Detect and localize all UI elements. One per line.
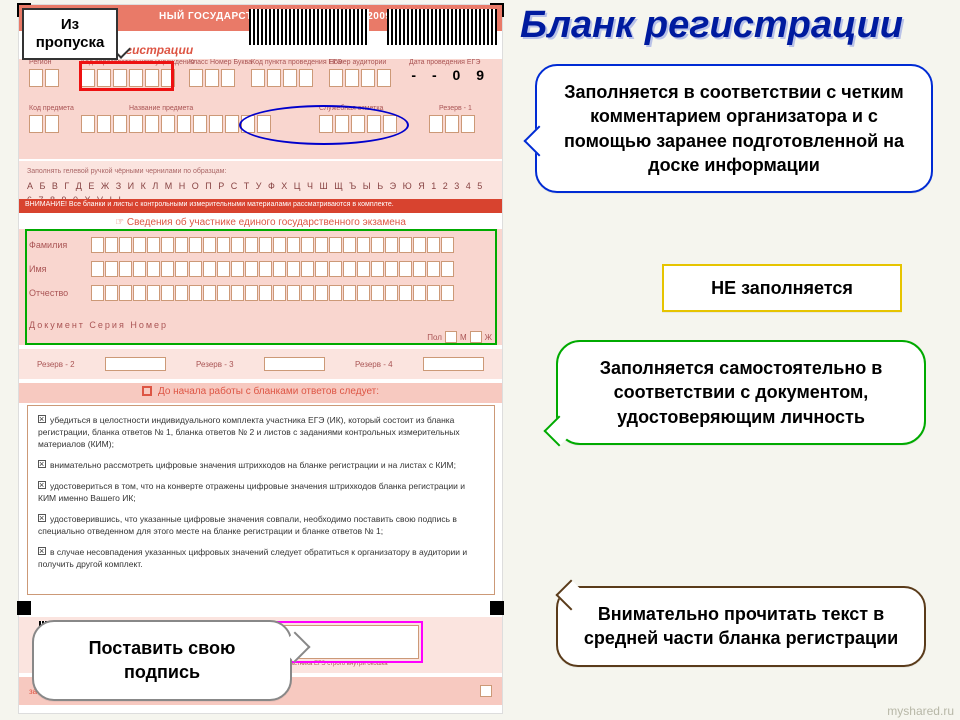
lbl-resv1: Резерв - 1 — [439, 105, 472, 112]
reserve-row: Резерв - 2 Резерв - 3 Резерв - 4 — [19, 349, 502, 379]
highlight-not-filled — [239, 105, 409, 145]
barcode-2 — [387, 9, 497, 45]
callout-self-fill: Заполняется самостоятельно в соответстви… — [556, 340, 926, 445]
mid-instructions-header: До начала работы с бланками ответов след… — [19, 383, 502, 403]
lbl-region: Регион — [29, 59, 51, 66]
date-prefill: - - 0 9 — [411, 67, 490, 83]
callout-organizer: Заполняется в соответствии с четким комм… — [535, 64, 933, 193]
callout-from-pass: Из пропуска — [22, 8, 118, 60]
highlight-from-pass — [79, 61, 174, 91]
alpha-hint: Заполнять гелевой ручкой чёрными чернила… — [27, 165, 494, 179]
lbl-class: Класс Номер Буква — [189, 59, 252, 66]
watermark: myshared.ru — [887, 704, 954, 718]
lbl-date: Дата проведения ЕГЭ — [409, 59, 480, 66]
header-sub2: егистрации — [119, 43, 193, 57]
callout-signature: Поставить свою подпись — [32, 620, 292, 701]
alphabet-sample: Заполнять гелевой ручкой чёрными чернила… — [19, 161, 502, 199]
instructions-block: убедиться в целостности индивидуального … — [27, 405, 495, 595]
registration-form: НЫЙ ГОСУДАРСТВЕННЫЙ ЭКЗАМЕН - 2009 нк ег… — [18, 4, 503, 714]
warning-strip: ВНИМАНИЕ! Все бланки и листы с контрольн… — [19, 199, 502, 213]
lbl-subj-name: Название предмета — [129, 105, 193, 112]
callout-not-filled: НЕ заполняется — [662, 264, 902, 312]
lbl-room: Номер аудитории — [329, 59, 386, 66]
highlight-personal-data — [25, 229, 497, 345]
barcode-1 — [249, 9, 369, 45]
align-mark — [17, 601, 31, 615]
callout-read-text: Внимательно прочитать текст в средней ча… — [556, 586, 926, 667]
lbl-subj-code: Код предмета — [29, 105, 74, 112]
align-mark — [490, 601, 504, 615]
page-title: Бланк регистрации — [520, 4, 948, 47]
